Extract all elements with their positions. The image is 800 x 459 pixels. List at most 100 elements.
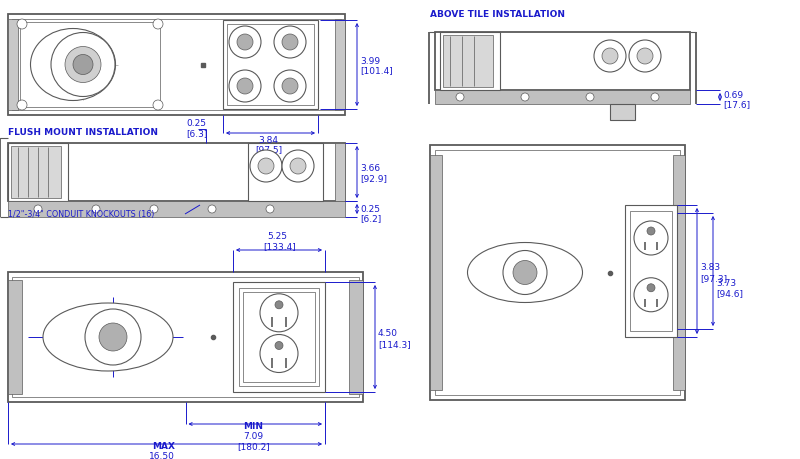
Bar [430,145,685,400]
Bar [440,32,500,90]
Bar [435,150,680,395]
Circle shape [637,48,653,64]
Bar [20,22,160,107]
Text: [180.2]: [180.2] [238,442,270,451]
Bar [11,146,61,198]
Circle shape [150,205,158,213]
Circle shape [229,70,261,102]
Circle shape [260,294,298,332]
Bar [8,201,345,217]
Bar [8,280,22,394]
Text: 0.69: 0.69 [723,91,743,100]
Circle shape [99,323,127,351]
Bar [12,277,359,397]
Text: [92.9]: [92.9] [360,174,387,183]
Circle shape [586,93,594,101]
Bar [435,32,690,90]
Circle shape [282,150,314,182]
Bar [233,282,325,392]
Bar [335,143,345,201]
Bar [630,211,672,331]
Circle shape [258,158,274,174]
Bar [435,90,690,104]
Circle shape [456,93,464,101]
Circle shape [629,40,661,72]
Circle shape [92,205,100,213]
Text: 1/2"-3/4" CONDUIT KNOCKOUTS (16): 1/2"-3/4" CONDUIT KNOCKOUTS (16) [8,210,154,219]
Bar [610,104,635,120]
Circle shape [602,48,618,64]
Circle shape [153,100,163,110]
Text: ABOVE TILE INSTALLATION: ABOVE TILE INSTALLATION [430,10,565,19]
Bar [673,155,685,390]
Circle shape [153,19,163,29]
Bar [430,155,442,390]
Circle shape [65,46,101,83]
Circle shape [594,40,626,72]
Text: 0.25: 0.25 [186,119,206,128]
Circle shape [647,284,655,292]
Circle shape [521,93,529,101]
Text: [97.3]: [97.3] [700,274,727,283]
Text: [17.6]: [17.6] [723,100,750,109]
Bar [8,143,68,201]
Circle shape [503,251,547,295]
Bar [239,288,319,386]
Text: 4.50: 4.50 [378,329,398,338]
Circle shape [647,227,655,235]
Circle shape [85,309,141,365]
Circle shape [237,34,253,50]
Bar [625,205,677,337]
Circle shape [17,19,27,29]
Circle shape [290,158,306,174]
Circle shape [208,205,216,213]
Bar [227,24,314,105]
Bar [8,14,345,115]
Text: 5.25: 5.25 [267,232,287,241]
Ellipse shape [30,28,115,101]
Bar [8,19,18,110]
Bar [8,272,363,402]
Ellipse shape [43,303,173,371]
Circle shape [274,26,306,58]
Circle shape [73,55,93,74]
Text: [97.5]: [97.5] [255,145,282,154]
Circle shape [651,93,659,101]
Bar [443,35,493,87]
Circle shape [634,278,668,312]
Text: FLUSH MOUNT INSTALLATION: FLUSH MOUNT INSTALLATION [8,128,158,137]
Text: 3.66: 3.66 [360,164,380,173]
Circle shape [282,78,298,94]
Ellipse shape [467,242,582,302]
Text: MAX: MAX [153,442,175,451]
Text: [94.6]: [94.6] [716,289,743,298]
Circle shape [266,205,274,213]
Bar [243,292,315,382]
Circle shape [51,33,115,96]
Text: 3.83: 3.83 [700,263,720,272]
Text: [6.3]: [6.3] [186,129,207,138]
Bar [8,143,345,201]
Text: 3.99: 3.99 [360,56,380,66]
Text: 16.50: 16.50 [149,452,174,459]
Text: [133.4]: [133.4] [263,242,296,251]
Text: 7.09: 7.09 [243,432,263,441]
Circle shape [260,335,298,373]
Bar [248,143,323,201]
Text: MIN: MIN [243,422,263,431]
Text: 0.25: 0.25 [360,205,380,214]
Bar [335,19,345,110]
Circle shape [250,150,282,182]
Circle shape [34,205,42,213]
Text: 3.84: 3.84 [258,136,278,145]
Circle shape [17,100,27,110]
Circle shape [274,70,306,102]
Bar [349,280,363,394]
Text: 3.73: 3.73 [716,279,736,288]
Circle shape [229,26,261,58]
Text: [114.3]: [114.3] [378,340,410,349]
Text: [6.2]: [6.2] [360,214,382,223]
Circle shape [275,301,283,309]
Bar [223,20,318,109]
Bar [12,19,341,110]
